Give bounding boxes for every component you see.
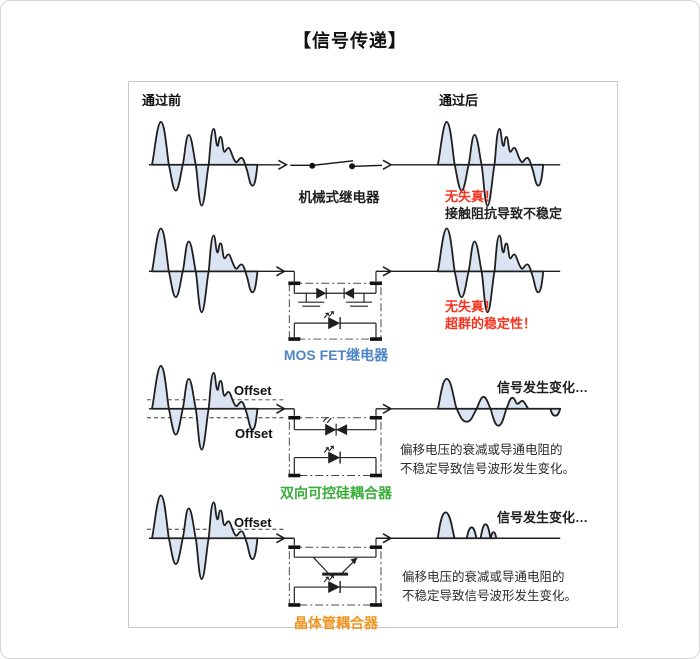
led-icon	[323, 310, 341, 330]
mosfet-relay-label: MOS FET继电器	[283, 347, 389, 363]
triac-description: 偏移电压的衰减或导通电阻的 不稳定导致信号波形发生变化。	[400, 441, 575, 479]
no-distortion-note: 无失真！	[445, 299, 498, 314]
description-line: 不稳定导致信号波形发生变化。	[402, 589, 578, 603]
led-icon	[323, 445, 341, 465]
no-distortion-note: 无失真！	[445, 189, 498, 204]
input-waveform	[151, 494, 259, 580]
row-transistor-diagram	[146, 494, 561, 607]
mosfet-relay-circuit-icon	[288, 281, 382, 341]
contact-impedance-note: 接触阻抗导致不稳定	[445, 206, 563, 221]
description-line: 偏移电压的衰减或导通电阻的	[400, 443, 563, 457]
row-triac-diagram	[146, 365, 562, 478]
offset-label: Offset	[234, 515, 272, 530]
row-mosfet-diagram	[148, 227, 561, 341]
input-waveform	[151, 121, 259, 207]
after-label: 通过后	[439, 93, 479, 108]
led-icon	[323, 574, 341, 594]
triac-coupler-circuit-icon	[288, 415, 382, 478]
stability-note: 超群的稳定性！	[445, 316, 537, 331]
transistor-coupler-label: 晶体管耦合器	[294, 615, 378, 631]
transistor-coupler-circuit-icon	[288, 545, 382, 607]
mosfet-result-notes: 无失真！ 超群的稳定性！	[445, 298, 536, 332]
before-label: 通过前	[142, 93, 182, 108]
relay-contact-icon	[290, 160, 382, 170]
signal-change-label: 信号发生变化…	[497, 510, 589, 525]
transistor-description: 偏移电压的衰减或导通电阻的 不稳定导致信号波形发生变化。	[402, 568, 577, 606]
row-mechanical-diagram	[148, 121, 561, 207]
description-line: 偏移电压的衰减或导通电阻的	[402, 570, 565, 584]
output-waveform-rectified	[436, 511, 498, 540]
offset-label-bottom: Offset	[235, 426, 273, 441]
signal-change-label: 信号发生变化…	[497, 380, 589, 395]
description-line: 不稳定导致信号波形发生变化。	[400, 462, 576, 476]
mechanical-relay-label: 机械式继电器	[298, 190, 380, 205]
diagram-canvas	[146, 121, 562, 607]
offset-label-top: Offset	[234, 383, 272, 398]
diagram-panel: 通过前 通过后 机械式继电器 MOS FET继电器 双向可控硅耦合器 晶体管耦合…	[128, 81, 618, 631]
triac-coupler-label: 双向可控硅耦合器	[280, 485, 392, 501]
mechanical-result-notes: 无失真！ 接触阻抗导致不稳定	[445, 188, 562, 222]
input-waveform	[151, 227, 259, 314]
page-title: 【信号传递】	[293, 31, 407, 51]
